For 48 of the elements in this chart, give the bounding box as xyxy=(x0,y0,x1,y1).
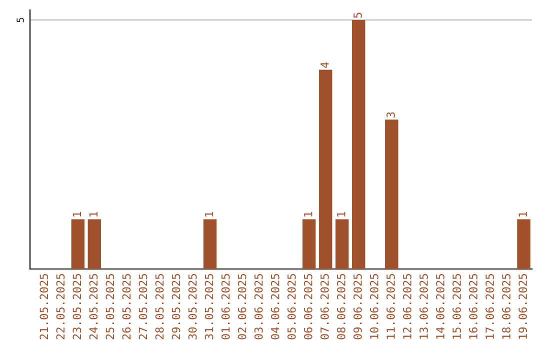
x-tick-label: 29.05.2025 xyxy=(172,274,180,340)
bar xyxy=(517,219,530,269)
bar xyxy=(335,219,349,269)
bar xyxy=(385,120,398,269)
bar xyxy=(302,219,316,269)
x-tick-label: 26.05.2025 xyxy=(122,274,131,340)
bar xyxy=(352,20,366,269)
x-tick-label: 01.06.2025 xyxy=(221,274,230,340)
data-label: 1 xyxy=(518,212,527,216)
data-label: 3 xyxy=(386,112,395,118)
x-tick-label: 30.05.2025 xyxy=(188,274,197,340)
x-tick-label: 12.06.2025 xyxy=(403,274,412,339)
x-tick-label: 09.06.2025 xyxy=(353,274,362,340)
x-tick-label: 25.05.2025 xyxy=(106,274,114,340)
x-tick-label: 21.05.2025 xyxy=(40,274,48,340)
data-label: 1 xyxy=(89,212,98,216)
x-tick-label: 22.05.2025 xyxy=(56,274,65,340)
bar xyxy=(203,219,217,269)
x-tick-label: 23.05.2025 xyxy=(72,274,82,340)
x-tick-label: 16.06.2025 xyxy=(469,274,478,339)
x-tick-label: 24.05.2025 xyxy=(89,274,98,340)
x-tick-label: 11.06.2025 xyxy=(386,274,395,339)
x-tick-label: 15.06.2025 xyxy=(452,274,461,339)
x-tick-label: 18.06.2025 xyxy=(502,274,510,339)
data-label: 1 xyxy=(204,212,214,216)
bar xyxy=(318,70,332,269)
data-label: 1 xyxy=(337,212,346,216)
bar xyxy=(88,219,102,269)
data-label: 1 xyxy=(304,212,312,216)
data-label: 1 xyxy=(72,212,81,216)
x-tick-label: 08.06.2025 xyxy=(336,274,346,340)
x-tick-label: 04.06.2025 xyxy=(270,274,280,340)
x-tick-label: 03.06.2025 xyxy=(254,274,263,340)
x-tick-label: 07.06.2025 xyxy=(320,274,329,340)
bar xyxy=(71,219,84,269)
x-tick-label: 19.06.2025 xyxy=(518,274,527,339)
x-tick-label: 28.05.2025 xyxy=(155,274,164,340)
x-tick-label: 10.06.2025 xyxy=(370,274,378,339)
x-tick-label: 02.06.2025 xyxy=(238,274,246,340)
x-tick-label: 13.06.2025 xyxy=(420,274,428,339)
data-label: 4 xyxy=(320,62,329,68)
x-tick-label: 27.05.2025 xyxy=(138,274,148,340)
x-tick-label: 14.06.2025 xyxy=(436,274,444,339)
x-tick-label: 31.05.2025 xyxy=(204,274,214,340)
data-label: 5 xyxy=(354,12,362,18)
x-tick-label: 06.06.2025 xyxy=(304,274,312,340)
x-tick-label: 05.06.2025 xyxy=(287,274,296,340)
x-tick-label: 17.06.2025 xyxy=(486,274,494,339)
